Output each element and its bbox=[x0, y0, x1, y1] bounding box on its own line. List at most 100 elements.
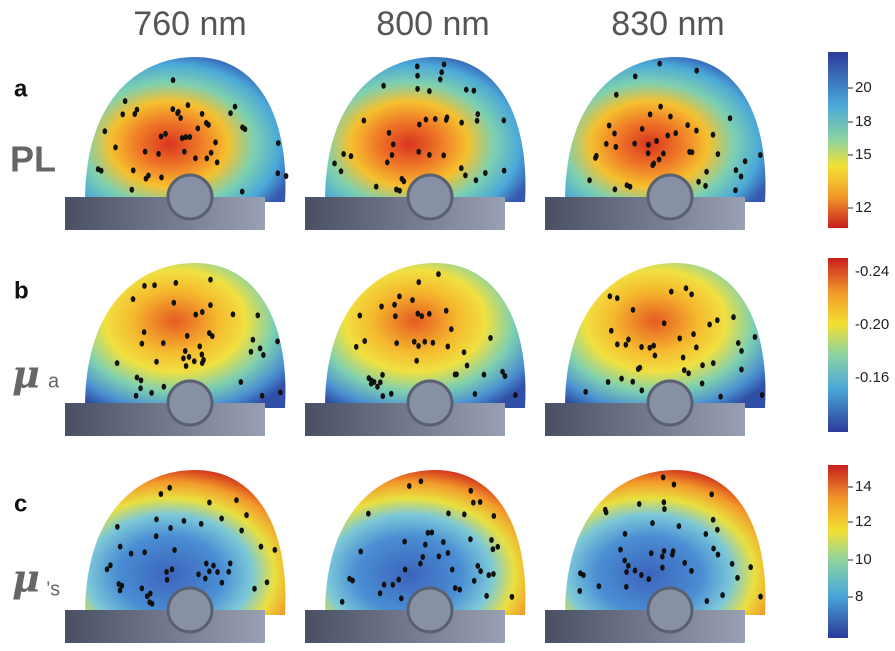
sensor-dot bbox=[129, 551, 134, 557]
sensor-dot bbox=[181, 355, 186, 361]
sensor-dot bbox=[487, 572, 492, 578]
sensor-dot bbox=[459, 165, 464, 171]
sensor-dot bbox=[182, 518, 187, 524]
sensor-dot bbox=[396, 577, 401, 583]
sensor-dot bbox=[614, 92, 619, 98]
sensor-dot bbox=[244, 512, 249, 518]
row-letter: a bbox=[14, 75, 28, 102]
colorbar-tick-label: 12 bbox=[855, 199, 872, 216]
sensor-dot bbox=[422, 339, 427, 345]
colorbar-tick-label: 14 bbox=[855, 478, 872, 495]
sensor-dot bbox=[513, 392, 518, 398]
sensor-dot bbox=[340, 599, 345, 605]
sensor-dot bbox=[637, 501, 642, 507]
head-base bbox=[545, 610, 745, 643]
head-map bbox=[65, 57, 288, 230]
sensor-dot bbox=[414, 358, 419, 364]
sensor-dot bbox=[164, 569, 169, 575]
sensor-dot bbox=[420, 554, 425, 560]
sensor-dot bbox=[208, 302, 213, 308]
sensor-dot bbox=[397, 293, 402, 299]
sensor-dot bbox=[459, 120, 464, 126]
sensor-dot bbox=[143, 149, 148, 155]
sensor-dot bbox=[661, 474, 666, 480]
sensor-dot bbox=[354, 344, 359, 350]
colorbar-tick-label: 12 bbox=[855, 513, 872, 530]
sensor-dot bbox=[657, 157, 662, 163]
sensor-dot bbox=[677, 335, 682, 341]
sensor-dot bbox=[276, 170, 281, 176]
sensor-dot bbox=[393, 313, 398, 319]
sensor-dot bbox=[736, 340, 741, 346]
row-name: μ bbox=[12, 556, 40, 601]
sensor-dot bbox=[476, 563, 481, 569]
sensor-dot bbox=[734, 167, 739, 173]
sensor-dot bbox=[215, 159, 220, 165]
sensor-dot bbox=[473, 391, 478, 397]
sensor-dot bbox=[185, 333, 190, 339]
sensor-dot bbox=[140, 341, 145, 347]
sensor-dot bbox=[418, 560, 423, 566]
sensor-dot bbox=[233, 104, 238, 110]
sensor-dot bbox=[491, 546, 496, 552]
sensor-dot bbox=[261, 352, 266, 358]
sensor-dot bbox=[362, 338, 367, 344]
sensor-dot bbox=[661, 150, 666, 156]
sensor-dot bbox=[483, 170, 488, 176]
sensor-dot bbox=[391, 582, 396, 588]
sensor-dot bbox=[410, 297, 415, 303]
sensor-dot bbox=[705, 598, 710, 604]
sensor-dot bbox=[711, 517, 716, 523]
sensor-dot bbox=[103, 128, 108, 134]
sensor-dot bbox=[469, 488, 474, 494]
sensor-dot bbox=[183, 134, 188, 140]
sensor-dot bbox=[703, 183, 708, 189]
sensor-dot bbox=[478, 568, 483, 574]
sensor-dot bbox=[284, 173, 289, 179]
sensor-dot bbox=[677, 523, 682, 529]
sensor-dot bbox=[607, 123, 612, 129]
sensor-dot bbox=[638, 365, 643, 371]
sensor-dot bbox=[631, 307, 636, 313]
head-map bbox=[305, 57, 525, 230]
sensor-dot bbox=[684, 285, 689, 291]
sensor-dot bbox=[700, 362, 705, 368]
sensor-dot bbox=[686, 370, 691, 376]
sensor-dot bbox=[129, 187, 134, 193]
sensor-dot bbox=[449, 326, 454, 332]
sensor-dot bbox=[715, 527, 720, 533]
sensor-dot bbox=[172, 547, 177, 553]
sensor-dot bbox=[412, 339, 417, 345]
sensor-dot bbox=[446, 550, 451, 556]
sensor-dot bbox=[382, 582, 387, 588]
sensor-dot bbox=[475, 118, 480, 124]
sensor-dot bbox=[172, 300, 177, 306]
sensor-dot bbox=[651, 160, 656, 166]
sensor-dot bbox=[207, 568, 212, 574]
sensor-dot bbox=[399, 595, 404, 601]
sensor-dot bbox=[226, 569, 231, 575]
sensor-dot bbox=[416, 279, 421, 285]
sensor-dot bbox=[672, 481, 677, 487]
sensor-dot bbox=[415, 73, 420, 79]
sensor-dot bbox=[149, 390, 154, 396]
sensor-dot bbox=[392, 302, 397, 308]
sensor-dot bbox=[211, 563, 216, 569]
head-map bbox=[305, 470, 525, 643]
sensor-dot bbox=[140, 585, 145, 591]
sensor-dot bbox=[583, 389, 588, 395]
sensor-dot bbox=[423, 542, 428, 548]
row-letter: b bbox=[14, 277, 29, 304]
sensor-dot bbox=[613, 186, 618, 192]
sensor-dot bbox=[380, 393, 385, 399]
sensor-dot bbox=[402, 178, 407, 184]
sensor-dot bbox=[624, 584, 629, 590]
column-header: 760 nm bbox=[133, 5, 246, 43]
sensor-dot bbox=[454, 371, 459, 377]
row-name: μ bbox=[12, 352, 40, 397]
sensor-dot bbox=[203, 576, 208, 582]
sensor-dot bbox=[416, 149, 421, 155]
sensor-dot bbox=[618, 547, 623, 553]
sensor-dot bbox=[175, 110, 180, 116]
sensor-dot bbox=[662, 506, 667, 512]
